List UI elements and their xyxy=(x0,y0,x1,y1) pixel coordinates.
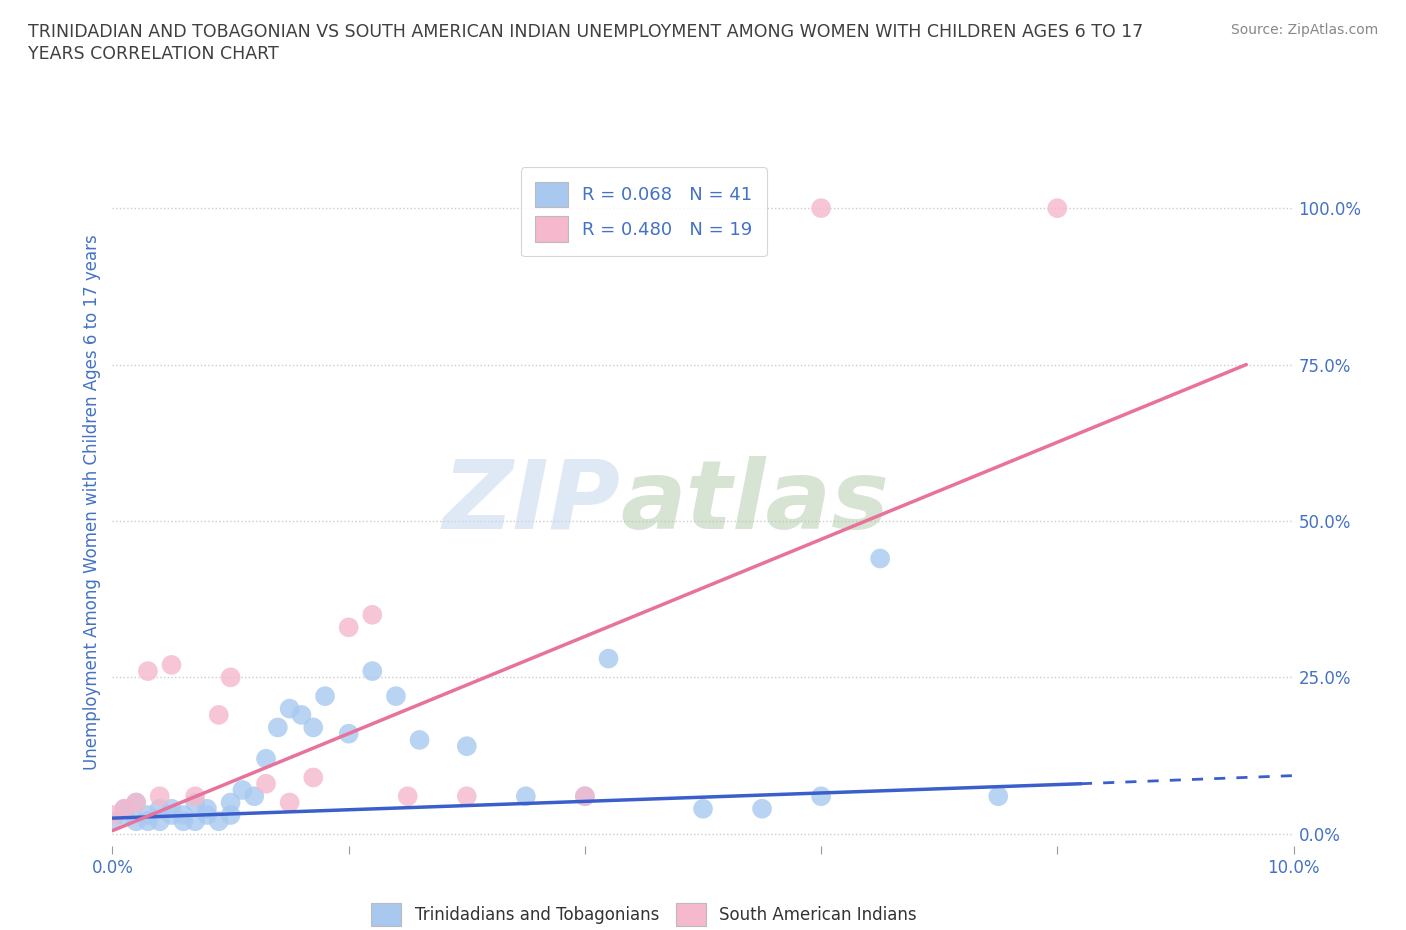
Point xyxy=(125,795,148,810)
Point xyxy=(810,201,832,216)
Point xyxy=(112,802,135,817)
Point xyxy=(160,807,183,822)
Point xyxy=(195,807,218,822)
Point xyxy=(149,802,172,817)
Point xyxy=(456,789,478,804)
Point xyxy=(136,814,159,829)
Point xyxy=(101,807,124,822)
Point xyxy=(515,789,537,804)
Point xyxy=(219,807,242,822)
Point xyxy=(290,708,312,723)
Point xyxy=(385,689,408,704)
Point xyxy=(112,807,135,822)
Point xyxy=(314,689,336,704)
Point xyxy=(598,651,620,666)
Point xyxy=(278,795,301,810)
Text: Source: ZipAtlas.com: Source: ZipAtlas.com xyxy=(1230,23,1378,37)
Point xyxy=(208,708,231,723)
Point xyxy=(231,782,253,797)
Point xyxy=(172,807,194,822)
Point xyxy=(125,814,148,829)
Point xyxy=(160,658,183,672)
Point xyxy=(869,551,891,566)
Point xyxy=(574,789,596,804)
Point xyxy=(160,802,183,817)
Text: TRINIDADIAN AND TOBAGONIAN VS SOUTH AMERICAN INDIAN UNEMPLOYMENT AMONG WOMEN WIT: TRINIDADIAN AND TOBAGONIAN VS SOUTH AMER… xyxy=(28,23,1143,41)
Point xyxy=(125,795,148,810)
Point xyxy=(254,751,277,766)
Point xyxy=(136,807,159,822)
Point xyxy=(254,777,277,791)
Point xyxy=(184,795,207,810)
Point xyxy=(692,802,714,817)
Text: atlas: atlas xyxy=(620,456,890,549)
Point xyxy=(195,802,218,817)
Point xyxy=(810,789,832,804)
Point xyxy=(337,726,360,741)
Point xyxy=(361,607,384,622)
Point xyxy=(1046,201,1069,216)
Point xyxy=(337,620,360,635)
Point xyxy=(408,733,430,748)
Y-axis label: Unemployment Among Women with Children Ages 6 to 17 years: Unemployment Among Women with Children A… xyxy=(83,234,101,770)
Point xyxy=(396,789,419,804)
Point xyxy=(302,720,325,735)
Point xyxy=(987,789,1010,804)
Point xyxy=(456,738,478,753)
Point xyxy=(267,720,290,735)
Point xyxy=(184,814,207,829)
Point xyxy=(278,701,301,716)
Point xyxy=(574,789,596,804)
Point xyxy=(219,795,242,810)
Point xyxy=(243,789,266,804)
Point xyxy=(302,770,325,785)
Point xyxy=(149,814,172,829)
Point xyxy=(208,814,231,829)
Text: YEARS CORRELATION CHART: YEARS CORRELATION CHART xyxy=(28,45,278,62)
Point xyxy=(219,670,242,684)
Text: ZIP: ZIP xyxy=(443,456,620,549)
Point xyxy=(101,814,124,829)
Point xyxy=(112,802,135,817)
Point xyxy=(136,664,159,679)
Point xyxy=(149,789,172,804)
Point xyxy=(361,664,384,679)
Point xyxy=(172,814,194,829)
Point xyxy=(184,789,207,804)
Point xyxy=(751,802,773,817)
Legend: Trinidadians and Tobagonians, South American Indians: Trinidadians and Tobagonians, South Amer… xyxy=(364,896,924,930)
